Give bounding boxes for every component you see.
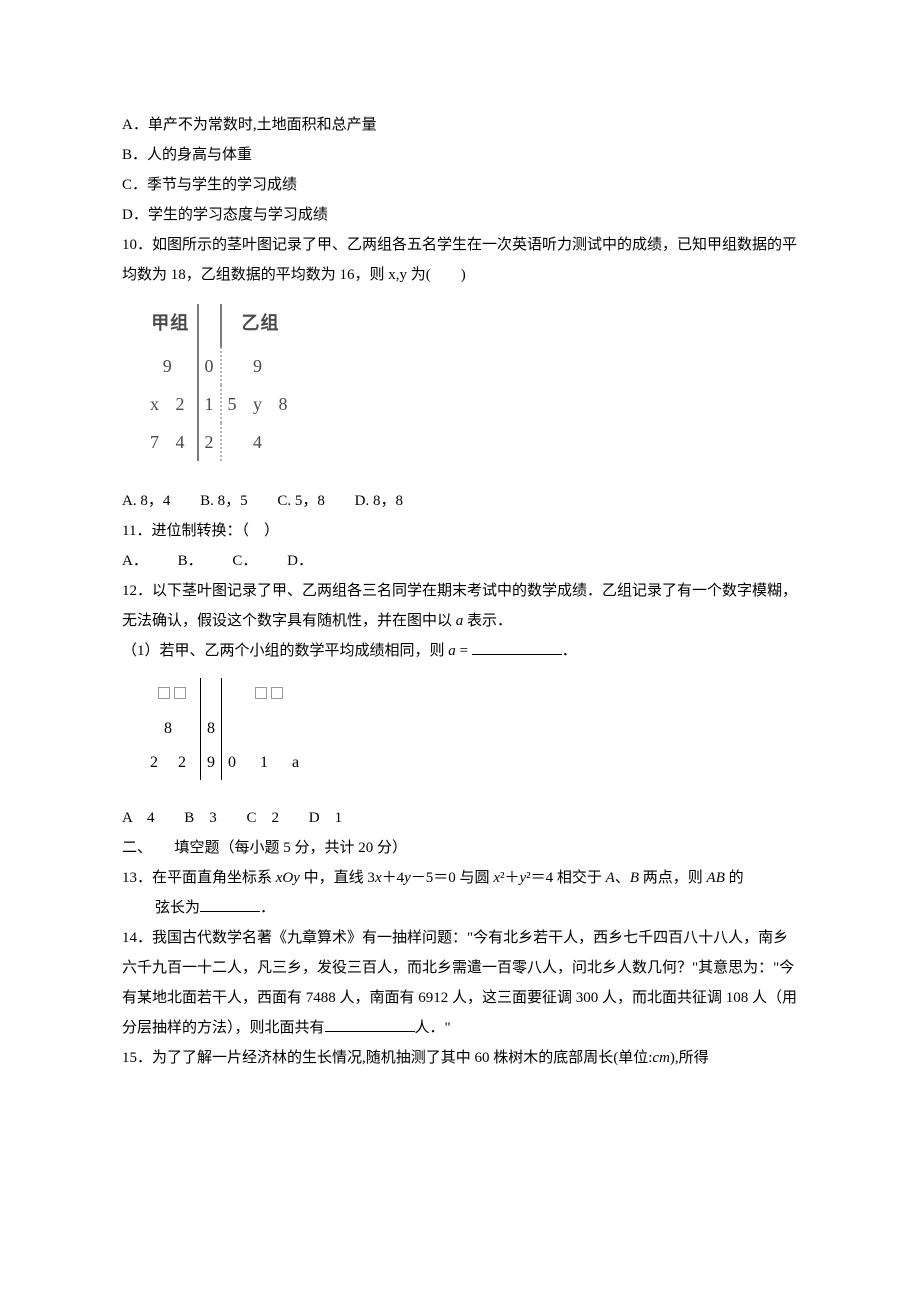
q10-row2-left: 7 4 [144, 423, 198, 461]
q12-blank [472, 640, 562, 655]
q10-choice-d: D. 8，8 [355, 493, 403, 509]
q12-choice-b: B 3 [184, 810, 217, 826]
q10-stem-leaf-plot: 甲组 乙组 9 0 9 x 2 1 5 y 8 7 4 2 4 [144, 304, 300, 461]
q12-stem-leaf-plot: 8 8 2 2 9 0 1 a [144, 678, 315, 780]
q10-row1-left: x 2 [144, 385, 198, 423]
q10-header-left: 甲组 [144, 304, 198, 347]
q12-row0-stem: 8 [201, 712, 222, 746]
q11-choice-a: A． [122, 553, 148, 569]
q11-stem: 11．进位制转换：（ ） [122, 516, 798, 546]
q12-stem: 12．以下茎叶图记录了甲、乙两组各三名同学在期末考试中的数学成绩．乙组记录了有一… [122, 576, 798, 636]
q-prev-opt-d: D．学生的学习态度与学习成绩 [122, 200, 798, 230]
q11-choice-d: D． [287, 553, 313, 569]
q10-row2-stem: 2 [198, 423, 221, 461]
q12-choice-d: D 1 [309, 810, 342, 826]
q12-row1-stem: 9 [201, 746, 222, 780]
q10-row0-stem: 0 [198, 347, 221, 385]
q10-header-right: 乙组 [221, 304, 300, 347]
q15-stem: 15．为了了解一片经济林的生长情况,随机抽测了其中 60 株树木的底部周长(单位… [122, 1043, 798, 1073]
q-prev-opt-a: A．单产不为常数时,土地面积和总产量 [122, 110, 798, 140]
q10-choice-a: A. 8，4 [122, 493, 170, 509]
q11-choices: A． B． C． D． [122, 546, 798, 576]
q10-stem: 10．如图所示的茎叶图记录了甲、乙两组各五名学生在一次英语听力测试中的成绩，已知… [122, 230, 798, 290]
q13-blank [200, 897, 260, 912]
q12-choice-c: C 2 [247, 810, 280, 826]
q10-choice-c: C. 5，8 [277, 493, 325, 509]
q-prev-opt-b: B．人的身高与体重 [122, 140, 798, 170]
q10-row0-left: 9 [144, 347, 198, 385]
q-prev-opt-c: C．季节与学生的学习成绩 [122, 170, 798, 200]
q10-row1-right: 5 y 8 [221, 385, 300, 423]
q11-choice-c: C． [232, 553, 257, 569]
q10-row1-stem: 1 [198, 385, 221, 423]
q10-row0-right: 9 [221, 347, 300, 385]
q10-choices: A. 8，4 B. 8，5 C. 5，8 D. 8，8 [122, 486, 798, 516]
q12-row0-left: 8 [144, 712, 201, 746]
q12-row0-right [222, 712, 316, 746]
q13-line1: 13．在平面直角坐标系 xOy 中，直线 3x＋4y－5＝0 与圆 x²＋y²＝… [122, 863, 798, 893]
section-2-title: 二、 填空题（每小题 5 分，共计 20 分） [122, 833, 798, 863]
q14-blank [325, 1017, 415, 1032]
q12-choice-a: A 4 [122, 810, 155, 826]
q12-choices: A 4 B 3 C 2 D 1 [122, 803, 798, 833]
q11-choice-b: B． [178, 553, 203, 569]
q14-stem: 14．我国古代数学名著《九章算术》有一抽样问题："今有北乡若干人，西乡七千四百八… [122, 923, 798, 1043]
q10-choice-b: B. 8，5 [200, 493, 248, 509]
q13-line2: 弦长为． [122, 893, 798, 923]
q10-row2-right: 4 [221, 423, 300, 461]
q12-row1-right: 0 1 a [222, 746, 316, 780]
q12-sub1: （1）若甲、乙两个小组的数学平均成绩相同，则 a = ． [122, 636, 798, 666]
q12-row1-left: 2 2 [144, 746, 201, 780]
